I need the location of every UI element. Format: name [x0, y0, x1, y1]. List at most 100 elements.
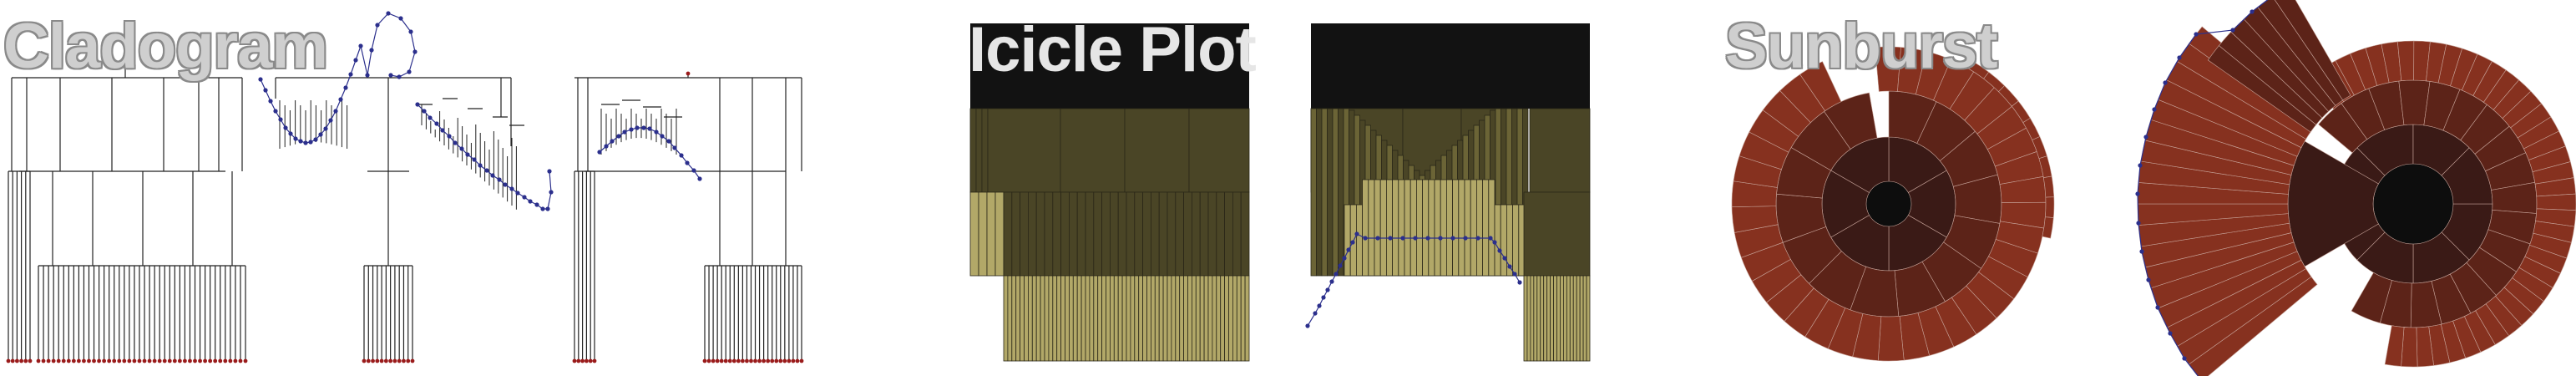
leaf-node: [762, 358, 767, 363]
path-node: [597, 150, 602, 155]
icicle-cell: [1044, 275, 1050, 362]
path-node: [398, 16, 403, 21]
icicle-cell: [1310, 108, 1317, 277]
icicle-cell: [1035, 275, 1041, 362]
icicle-cell: [1126, 191, 1136, 277]
path-node: [660, 134, 665, 139]
path-node: [313, 137, 318, 142]
icicle-cell: [1188, 108, 1250, 193]
path-node: [679, 153, 684, 158]
leaf-node: [366, 358, 371, 363]
path-node: [422, 109, 427, 114]
leaf-node: [223, 358, 228, 363]
icicle-cell: [1362, 179, 1369, 277]
leaf-node: [787, 358, 792, 363]
path-node: [641, 125, 646, 130]
icicle-root-cell: [970, 23, 1249, 109]
icicle-plot-title: Icicle Plot: [969, 14, 1257, 85]
leaf-node: [102, 358, 107, 363]
path-node: [1305, 323, 1310, 328]
leaf-node: [731, 358, 736, 363]
icicle-cell: [1040, 275, 1045, 362]
path-node: [1363, 236, 1368, 241]
path-node: [2139, 249, 2144, 254]
path-node: [1325, 287, 1330, 292]
sunburst-segment: [2351, 272, 2392, 323]
leaf-node: [576, 358, 581, 363]
icicle-cell: [1028, 275, 1033, 362]
icicle-cell: [987, 108, 1061, 193]
path-node: [478, 163, 483, 168]
leaf-node: [82, 358, 86, 363]
path-node: [610, 139, 615, 144]
icicle-cell: [1171, 275, 1177, 362]
path-node: [622, 130, 627, 135]
icicle-cell: [1138, 275, 1143, 362]
icicle-cell: [1187, 275, 1192, 362]
path-node: [1354, 231, 1359, 236]
leaf-node: [238, 358, 243, 363]
icicle-cell: [1533, 275, 1538, 362]
leaf-node: [107, 358, 112, 363]
leaf-node: [167, 358, 172, 363]
path-node: [616, 134, 621, 139]
icicle-cell: [1482, 179, 1490, 277]
leaf-node: [137, 358, 142, 363]
path-node: [365, 73, 370, 78]
leaf-node: [6, 358, 11, 363]
icicle-cell: [1476, 179, 1484, 277]
leaf-node: [799, 358, 804, 363]
icicle-cell: [1044, 191, 1054, 277]
leaf-node: [592, 358, 597, 363]
path-node: [358, 43, 363, 48]
path-node: [2250, 9, 2255, 14]
icicle-cell: [1536, 275, 1541, 362]
icicle-cell: [1052, 191, 1062, 277]
path-node: [2138, 163, 2143, 168]
leaf-node: [243, 358, 248, 363]
icicle-cell: [1192, 191, 1201, 277]
icicle-cell: [1540, 275, 1545, 362]
icicle-cell: [1134, 275, 1140, 362]
leaf-node: [213, 358, 218, 363]
icicle-cell: [1011, 275, 1017, 362]
icicle-cell: [1007, 275, 1013, 362]
leaf-node: [795, 358, 800, 363]
icicle-cell: [1446, 179, 1454, 277]
leaf-node: [218, 358, 223, 363]
path-node: [685, 160, 690, 165]
path-node: [343, 85, 348, 90]
icicle-cell: [1124, 108, 1190, 193]
icicle-cell: [1207, 275, 1213, 362]
icicle-cell: [1232, 275, 1237, 362]
path-node: [2135, 191, 2140, 196]
leaf-node: [379, 358, 384, 363]
icicle-cell: [986, 191, 996, 277]
path-node: [1425, 236, 1430, 241]
path-node: [2230, 28, 2235, 33]
path-node: [1321, 295, 1326, 300]
icicle-cell: [1031, 275, 1037, 362]
icicle-cell: [1529, 108, 1591, 193]
path-node: [415, 102, 420, 107]
leaf-node: [727, 358, 732, 363]
path-node: [472, 157, 477, 162]
path-node: [1517, 280, 1522, 285]
leaf-node: [177, 358, 182, 363]
icicle-cell: [1543, 275, 1548, 362]
icicle-cell: [1216, 191, 1226, 277]
leaf-node: [766, 358, 771, 363]
path-node: [2177, 55, 2182, 60]
icicle-cell: [1085, 275, 1091, 362]
path-node: [697, 176, 702, 181]
sunburst-segment: [1877, 316, 1905, 362]
path-node: [386, 11, 391, 16]
leaf-node: [198, 358, 202, 363]
path-node: [1463, 236, 1468, 241]
icicle-cell: [1003, 275, 1009, 362]
icicle-cell: [1576, 275, 1581, 362]
icicle-cell: [969, 191, 979, 277]
path-node: [635, 125, 640, 130]
icicle-cell: [1097, 275, 1102, 362]
leaf-node: [28, 358, 33, 363]
